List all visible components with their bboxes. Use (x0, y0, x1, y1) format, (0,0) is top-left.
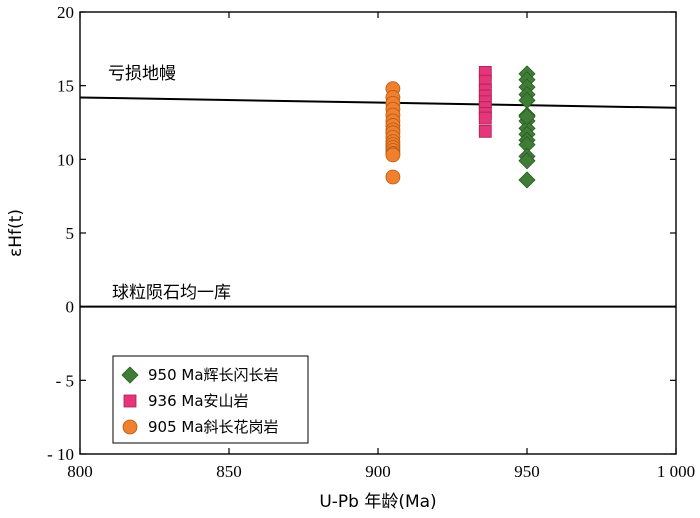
y-tick-label: 20 (57, 3, 74, 22)
point-square (478, 111, 492, 125)
y-tick-label: 15 (57, 77, 74, 96)
x-axis-title: U-Pb 年龄(Ma) (319, 492, 436, 512)
x-tick-label: 950 (514, 462, 540, 481)
x-tick-label: 800 (67, 462, 93, 481)
point-diamond (518, 152, 536, 170)
x-tick-label: 900 (365, 462, 391, 481)
legend-label-2: 936 Ma安山岩 (148, 392, 249, 410)
line-label-depleted-mantle: 亏损地幔 (108, 64, 176, 84)
y-tick-label: 0 (66, 298, 75, 317)
point-diamond (518, 108, 536, 126)
point-square (478, 124, 492, 138)
point-circle (385, 169, 401, 185)
y-tick-label: - 5 (56, 371, 74, 390)
y-axis-title: εHf(t) (6, 209, 26, 257)
y-tick-label: - 10 (47, 445, 74, 464)
legend-item-3: 905 Ma斜长花岗岩 (122, 418, 279, 436)
reference-lines (79, 96, 677, 308)
x-tick-label: 850 (216, 462, 242, 481)
axis-ticks: 800 850 900 950 1 000 - 10 - 5 0 5 10 15 20 (47, 3, 695, 481)
depleted-mantle-line (79, 96, 677, 109)
y-tick-label: 10 (57, 150, 74, 169)
line-label-chur: 球粒陨石均一库 (112, 283, 231, 303)
legend-label-3: 905 Ma斜长花岗岩 (148, 418, 279, 436)
legend-item-1: 950 Ma辉长闪长岩 (121, 366, 279, 384)
point-diamond (518, 171, 536, 189)
legend-marker-circle (122, 419, 138, 435)
data-points (385, 65, 536, 189)
x-tick-label: 1 000 (657, 462, 695, 481)
legend-item-2: 936 Ma安山岩 (123, 392, 249, 410)
legend-marker-diamond (121, 366, 139, 384)
legend: 950 Ma辉长闪长岩 936 Ma安山岩 905 Ma斜长花岗岩 (112, 355, 309, 444)
point-circle (385, 147, 401, 163)
legend-marker-square (123, 394, 137, 408)
legend-box (112, 355, 309, 444)
y-tick-label: 5 (66, 224, 75, 243)
legend-label-1: 950 Ma辉长闪长岩 (148, 366, 279, 384)
